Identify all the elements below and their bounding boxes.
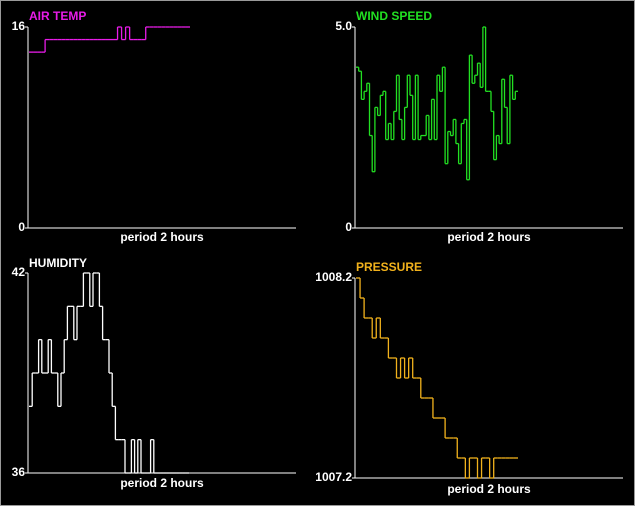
x-axis-label: period 2 hours (447, 482, 531, 496)
y-tick-label: 0 (18, 220, 25, 234)
chart-title: AIR TEMP (29, 9, 86, 23)
y-tick-label: 0 (345, 220, 352, 234)
x-axis-label: period 2 hours (120, 476, 204, 490)
y-tick-label: 1008.2 (315, 270, 352, 284)
chart-title: WIND SPEED (356, 9, 432, 23)
y-tick-label: 1007.2 (315, 470, 352, 484)
y-tick-label: 36 (12, 465, 26, 479)
y-tick-label: 16 (12, 19, 26, 33)
y-tick-label: 42 (12, 265, 26, 279)
x-axis-label: period 2 hours (447, 230, 531, 244)
chart-title: HUMIDITY (29, 256, 87, 270)
step-riser (358, 27, 516, 180)
chart-title: PRESSURE (356, 260, 422, 274)
y-tick-label: 5.0 (335, 19, 352, 33)
x-axis-label: period 2 hours (120, 230, 204, 244)
